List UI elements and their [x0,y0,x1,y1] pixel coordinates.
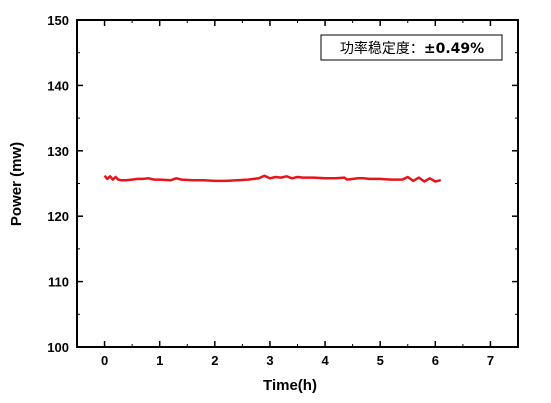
stability-annotation: 功率稳定度：±0.49% [320,34,503,61]
plot-frame [76,19,519,348]
series-layer [103,174,442,183]
x-tick-label: 6 [432,353,439,368]
y-tick-label: 120 [47,209,69,224]
x-tick-label: 3 [266,353,273,368]
annotation-value: ±0.49% [424,41,484,57]
x-tick-label: 1 [156,353,163,368]
annotation-box [320,34,503,61]
tick-labels-layer: 0 1 2 3 4 5 6 7 100 110 120 130 140 150 [47,13,494,368]
x-axis-title: Time(h) [263,377,317,394]
x-tick-label: 2 [211,353,218,368]
power-series-line [103,174,442,183]
y-tick-label: 140 [47,78,69,93]
y-tick-label: 100 [47,340,69,355]
x-tick-label: 0 [101,353,108,368]
x-tick-label: 7 [487,353,494,368]
x-tick-label: 5 [377,353,384,368]
annotation-label: 功率稳定度： [340,40,424,57]
y-axis-title: Power (mw) [8,142,25,226]
annotation-text: 功率稳定度：±0.49% [340,40,484,57]
x-tick-label: 4 [321,353,329,368]
y-tick-label: 110 [48,275,69,290]
y-tick-label: 130 [47,144,69,159]
y-tick-label: 150 [47,13,69,28]
